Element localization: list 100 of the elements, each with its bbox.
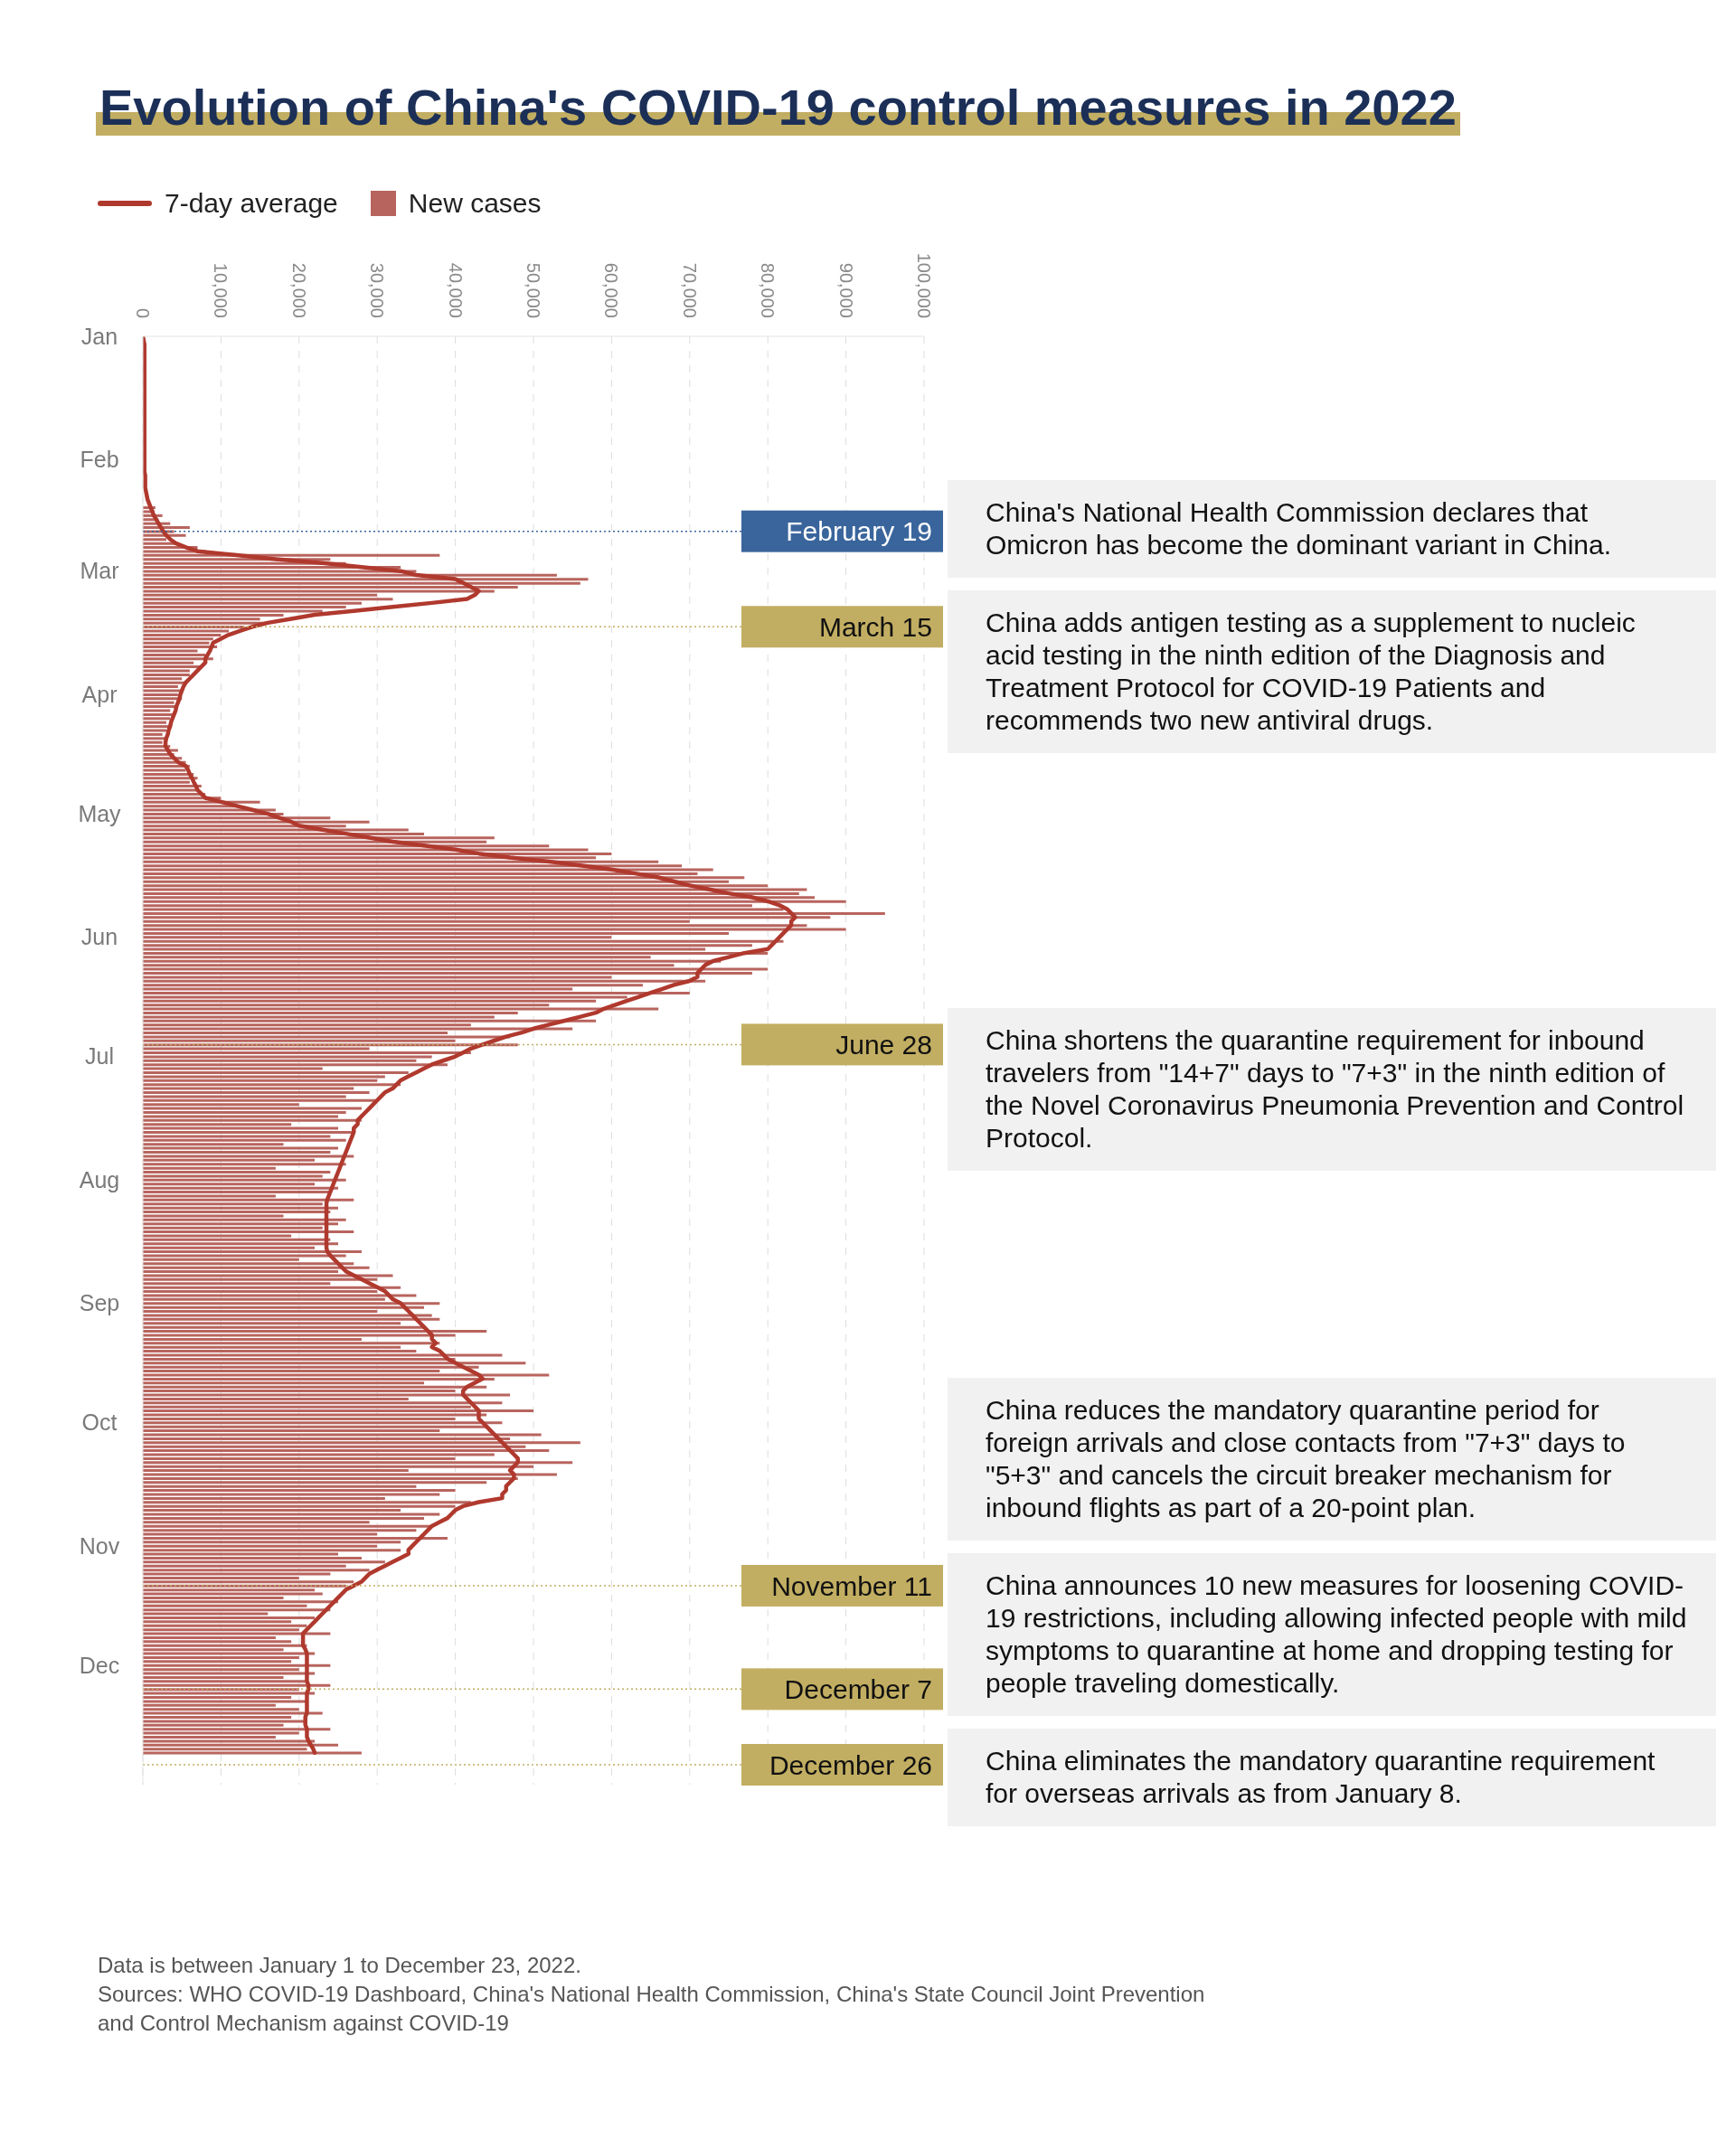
x-tick-label: 50,000 (524, 262, 543, 318)
y-tick-label: Mar (80, 558, 119, 584)
bar (143, 1286, 401, 1289)
bar (143, 924, 807, 928)
bar (143, 1739, 316, 1743)
bar (143, 1230, 354, 1234)
bar (143, 633, 222, 636)
bar (143, 701, 175, 704)
bar (143, 1592, 323, 1596)
bar (143, 721, 166, 724)
bar (143, 1652, 316, 1655)
ref-line-label: June 28 (835, 1030, 932, 1060)
bar (143, 1489, 456, 1493)
y-tick-label: Feb (80, 447, 119, 473)
bar (143, 1294, 417, 1297)
bar (143, 900, 846, 903)
bar (143, 1027, 573, 1031)
bar (143, 928, 846, 931)
bar (143, 1107, 362, 1110)
x-tick-label: 70,000 (679, 262, 700, 318)
bar (143, 1302, 440, 1305)
bar (143, 1198, 354, 1202)
bar (143, 1441, 580, 1445)
bar (143, 1608, 331, 1612)
bar (143, 1342, 440, 1345)
bar (143, 1600, 338, 1604)
bar (143, 1138, 346, 1142)
bar (143, 1063, 448, 1067)
bar (143, 646, 218, 649)
bar (143, 1569, 370, 1572)
bar (143, 1091, 370, 1095)
bar (143, 1218, 346, 1221)
bar (143, 1504, 456, 1508)
bar (143, 967, 769, 971)
text: China announces 10 new measures for loosening COVID-19 restrictions, including allowing infected people with mild symptoms to quarantine at home and dropping testing for people traveling domestically. (948, 1552, 1716, 1716)
bar (143, 1083, 401, 1087)
bar (143, 1536, 448, 1540)
bar (143, 1493, 440, 1496)
ref-line-label: December 7 (784, 1674, 932, 1705)
text: Data is between January 1 to December 23, 2022. (98, 1952, 582, 1979)
ref-line-label: December 26 (769, 1749, 932, 1780)
bar (143, 1178, 346, 1182)
bar (143, 1453, 495, 1456)
bar (143, 785, 202, 788)
bar (143, 888, 807, 891)
bar (143, 1465, 533, 1468)
bar (143, 1728, 331, 1731)
bar (143, 1751, 362, 1755)
bar (143, 979, 706, 983)
bar (143, 1019, 597, 1023)
bar (143, 1314, 432, 1317)
y-tick-label: Aug (79, 1166, 120, 1192)
bar (143, 1731, 299, 1735)
bar (143, 1250, 362, 1254)
bar (143, 1663, 331, 1667)
x-tick-label: 40,000 (445, 262, 466, 318)
bar (143, 999, 597, 1003)
bar (143, 581, 580, 585)
bar (143, 1461, 573, 1465)
bar (143, 601, 362, 605)
bar (143, 1385, 487, 1389)
ref-line-label: November 11 (771, 1570, 932, 1601)
y-tick-label: May (78, 800, 122, 826)
bar (143, 1305, 425, 1309)
bar (143, 1580, 354, 1584)
bar (143, 729, 166, 732)
source-note: Sources: WHO COVID-19 Dashboard, China's National Health Commission, China's State Council Joint Prevention and Control Mechanism against COVID-19 (98, 1981, 1206, 2037)
bar (143, 1401, 503, 1405)
bar (143, 1330, 487, 1334)
bar (143, 844, 550, 848)
bar (143, 598, 393, 601)
bar (143, 1624, 307, 1627)
bar (143, 1171, 331, 1174)
bar (143, 868, 713, 872)
bar (143, 1425, 487, 1428)
x-tick-label: 30,000 (367, 262, 388, 318)
bar (143, 1616, 316, 1619)
x-tick-label: 90,000 (835, 262, 856, 318)
bar (143, 1377, 495, 1381)
bar (143, 1051, 471, 1054)
bar (143, 1549, 401, 1552)
bar (143, 816, 331, 820)
bar (143, 1421, 503, 1425)
bar (143, 1206, 338, 1210)
y-tick-label: Apr (81, 681, 118, 707)
bar (143, 578, 589, 581)
bar (143, 1373, 550, 1377)
y-tick-label: Oct (81, 1409, 118, 1436)
bar (143, 709, 171, 712)
bar (143, 1266, 370, 1269)
bar (143, 1501, 471, 1504)
bar (143, 673, 190, 676)
bar (143, 959, 722, 963)
ref-line-label: March 15 (818, 612, 932, 643)
bar (143, 1644, 307, 1647)
bar (143, 1317, 440, 1321)
bar (143, 1071, 409, 1074)
bar (143, 1680, 307, 1683)
bar (143, 732, 163, 736)
bar (143, 896, 816, 900)
